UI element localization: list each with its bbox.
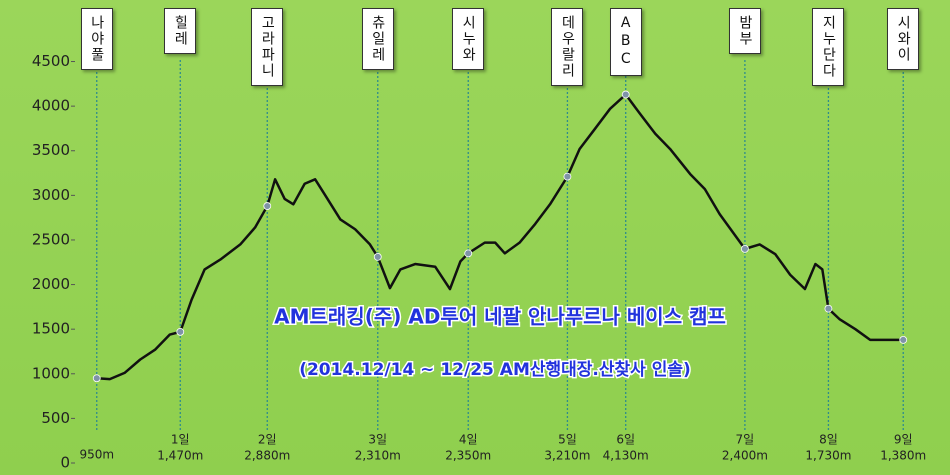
elevation-label: 2,880m <box>244 449 290 463</box>
y-tick-label: 1000 <box>32 364 70 382</box>
station-name: 힐레 <box>164 8 197 54</box>
station-marker <box>373 253 382 261</box>
day-label: 2일 <box>258 433 277 447</box>
station-name: 츄일레 <box>361 8 394 70</box>
elevation-label: 3,210m <box>544 449 590 463</box>
y-tick-label: 2500 <box>32 230 70 248</box>
day-label: 9일 <box>894 433 913 447</box>
elevation-label: 950m <box>79 448 114 462</box>
station-name: ABC <box>609 8 642 76</box>
y-tick-label: 1500 <box>32 320 70 338</box>
elevation-label: 2,310m <box>355 449 401 463</box>
y-tick-label: 0 <box>60 454 70 472</box>
station-name: 시와이 <box>887 8 920 70</box>
day-label: 3일 <box>368 433 387 447</box>
station-marker <box>824 304 833 313</box>
y-tick-label: 3500 <box>32 141 70 159</box>
day-label: 1일 <box>171 433 190 447</box>
y-tick-label: 500 <box>41 409 70 427</box>
day-label: 5일 <box>558 433 577 447</box>
station-marker <box>899 335 908 344</box>
station-marker <box>92 374 101 383</box>
y-tick-label: 2000 <box>32 275 70 293</box>
profile-line <box>96 93 904 381</box>
day-label: 8일 <box>819 433 838 447</box>
station-marker <box>464 249 473 258</box>
elevation-label: 1,380m <box>880 449 926 463</box>
station-name: 밤부 <box>728 8 761 54</box>
chart-title: AM트래킹(주) AD투어 네팔 안나푸르나 베이스 캠프 <box>274 305 726 329</box>
station-name: 지누단다 <box>812 8 845 86</box>
day-label: 4일 <box>459 433 478 447</box>
chart-subtitle: (2014.12/14 ~ 12/25 AM산행대장.산찾사 인솔) <box>299 359 691 380</box>
elevation-label: 2,400m <box>722 449 768 463</box>
elevation-label: 1,470m <box>157 449 203 463</box>
elevation-label: 2,350m <box>445 449 491 463</box>
station-marker <box>741 244 749 253</box>
elevation-label: 4,130m <box>603 449 649 463</box>
y-tick-label: 4500 <box>32 52 70 70</box>
station-name: 나야풀 <box>80 8 113 70</box>
elevation-label: 1,730m <box>805 449 851 463</box>
day-label: 6일 <box>616 433 635 447</box>
day-label: 7일 <box>736 433 755 447</box>
station-marker <box>263 202 272 210</box>
station-marker <box>563 172 572 181</box>
station-name: 고라파니 <box>251 8 284 86</box>
y-tick-label: 4000 <box>32 97 70 115</box>
y-tick-label: 3000 <box>32 186 70 204</box>
station-marker <box>621 90 630 99</box>
station-name: 데우랄리 <box>551 8 584 86</box>
station-marker <box>176 327 185 336</box>
station-name: 시누와 <box>452 8 485 70</box>
